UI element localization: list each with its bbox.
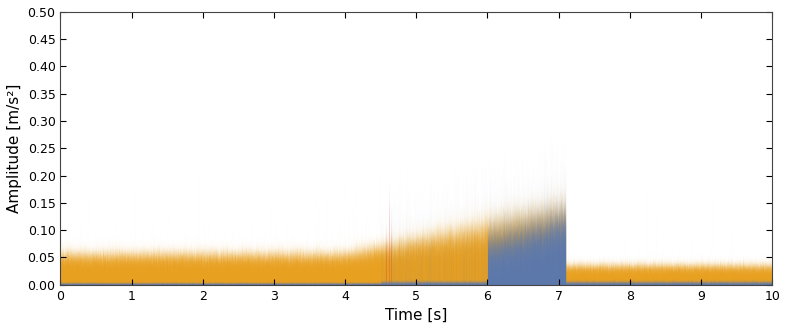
X-axis label: Time [s]: Time [s] [385,308,448,323]
Y-axis label: Amplitude [m/s²]: Amplitude [m/s²] [7,83,22,213]
